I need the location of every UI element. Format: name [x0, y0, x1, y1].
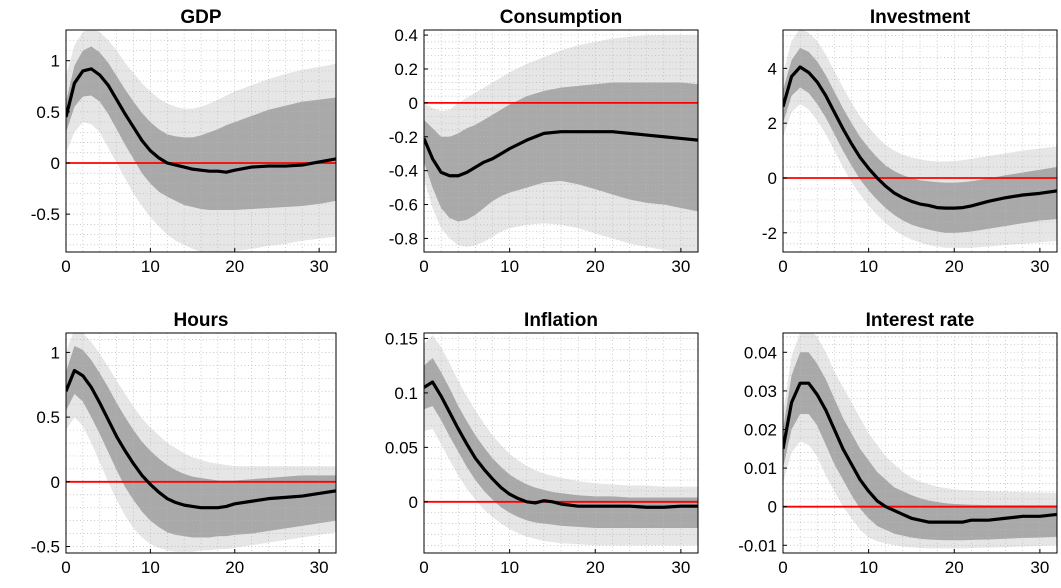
y-tick-label: -0.5 [31, 538, 60, 557]
x-tick-label: 0 [61, 257, 70, 276]
axes-box [423, 29, 699, 253]
x-tick-label: 30 [671, 558, 690, 577]
y-tick-label: -0.6 [389, 196, 418, 215]
axes-box [423, 332, 699, 554]
inner-band [424, 82, 698, 222]
x-tick-label: 20 [225, 558, 244, 577]
x-tick-label: 30 [1030, 558, 1049, 577]
y-tick-label: 4 [768, 59, 777, 78]
x-tick-label: 20 [225, 257, 244, 276]
x-tick-label: 10 [141, 558, 160, 577]
inner-band [783, 352, 1057, 541]
axes-box [782, 332, 1058, 554]
panel-title: Investment [870, 7, 971, 28]
y-tick-label: 0 [768, 169, 777, 188]
y-tick-label: -0.8 [389, 229, 418, 248]
y-tick-label: 0 [409, 493, 418, 512]
y-tick-label: -0.4 [389, 162, 418, 181]
inner-band [66, 345, 336, 538]
y-tick-label: 1 [51, 343, 60, 362]
x-tick-label: 30 [310, 257, 329, 276]
y-tick-label: 0 [51, 473, 60, 492]
axes-box [65, 29, 337, 253]
inner-band [783, 47, 1057, 233]
inner-band [424, 358, 698, 528]
panel-title: Hours [174, 310, 229, 331]
median-line [66, 368, 336, 510]
panel-title: Interest rate [866, 310, 975, 331]
plot-area [66, 30, 336, 252]
x-tick-label: 10 [859, 257, 878, 276]
grid [783, 333, 1057, 553]
x-tick-label: 20 [586, 257, 605, 276]
x-tick-label: 20 [586, 558, 605, 577]
panel-title: Consumption [500, 7, 622, 28]
plot-area [424, 30, 698, 252]
y-tick-label: 0.2 [394, 60, 418, 79]
x-tick-label: 0 [61, 558, 70, 577]
panel-title: Inflation [524, 310, 598, 331]
x-tick-label: 30 [671, 257, 690, 276]
x-tick-label: 0 [419, 558, 428, 577]
median-line [424, 380, 698, 509]
x-tick-label: 0 [778, 558, 787, 577]
y-tick-label: -0.5 [31, 205, 60, 224]
panel-1: 0 10 20 30 -0.5 0 0.5 1 GDP [31, 7, 337, 276]
y-tick-label: 1 [51, 52, 60, 71]
inner-band [66, 46, 336, 211]
y-tick-label: 0.05 [385, 438, 418, 457]
plot-area [783, 30, 1057, 252]
y-tick-label: -0.01 [738, 536, 777, 555]
y-tick-label: 0.04 [744, 343, 777, 362]
median-line [783, 65, 1057, 210]
grid [424, 333, 698, 553]
y-tick-label: 0.01 [744, 459, 777, 478]
y-tick-label: 0.5 [36, 103, 60, 122]
y-tick-label: 0.1 [394, 384, 418, 403]
median-line [66, 67, 336, 174]
y-tick-label: 0.5 [36, 408, 60, 427]
panel-title: GDP [180, 7, 222, 28]
axes-box [782, 29, 1058, 253]
x-tick-label: 20 [945, 558, 964, 577]
y-tick-label: 0 [768, 498, 777, 517]
panel-5: 0 10 20 30 0 0.05 0.1 0.15 Inflation [385, 310, 699, 577]
x-tick-label: 0 [419, 257, 428, 276]
plot-area [424, 333, 698, 553]
median-line [424, 130, 698, 178]
x-tick-label: 30 [1030, 257, 1049, 276]
x-tick-label: 10 [500, 558, 519, 577]
median-line [783, 381, 1057, 524]
plot-area [66, 333, 336, 553]
x-tick-label: 10 [500, 257, 519, 276]
y-tick-label: 0.4 [394, 26, 418, 45]
y-tick-label: -2 [762, 224, 777, 243]
y-tick-label: 0 [409, 94, 418, 113]
x-tick-label: 0 [778, 257, 787, 276]
x-tick-label: 20 [945, 257, 964, 276]
x-tick-label: 10 [141, 257, 160, 276]
y-tick-label: 0 [51, 154, 60, 173]
x-tick-label: 30 [310, 558, 329, 577]
y-tick-label: 2 [768, 114, 777, 133]
y-tick-label: 0.03 [744, 382, 777, 401]
axes-box [65, 332, 337, 554]
plot-area [783, 333, 1057, 553]
grid [66, 333, 336, 553]
y-tick-label: 0.02 [744, 420, 777, 439]
panel-2: 0 10 20 30 -0.8 -0.6 -0.4 -0.2 0 0.2 0.4 Consumptio… [389, 7, 699, 276]
y-tick-label: -0.2 [389, 128, 418, 147]
y-tick-label: 0.15 [385, 329, 418, 348]
x-tick-label: 10 [859, 558, 878, 577]
